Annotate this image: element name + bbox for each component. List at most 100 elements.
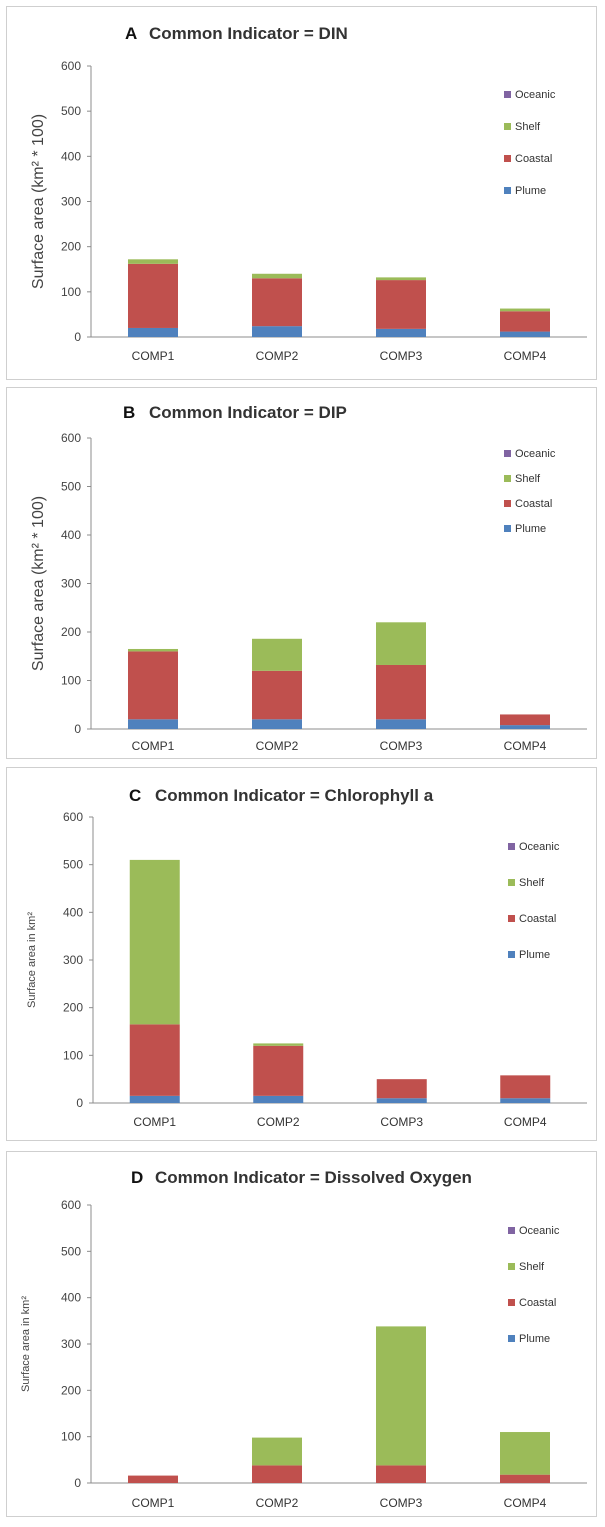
x-category-label: COMP1 [132, 739, 175, 753]
chart-d: D Common Indicator = Dissolved Oxygen 0 100… [20, 1168, 587, 1510]
chart-title: Common Indicator = DIN [149, 24, 348, 43]
y-tick-label: 500 [61, 104, 81, 118]
x-category-label: COMP1 [132, 1496, 175, 1510]
bar-segment-coastal [252, 670, 302, 720]
x-category-label: COMP2 [256, 349, 299, 363]
legend-swatch-shelf [508, 879, 515, 886]
legend-label: Shelf [515, 121, 541, 133]
legend-label: Coastal [515, 498, 552, 510]
legend-label: Oceanic [519, 1225, 560, 1237]
legend-label: Coastal [519, 1297, 556, 1309]
chart-panel-letter: C [129, 786, 141, 805]
x-category-label: COMP1 [132, 349, 175, 363]
chart-panel-letter: D [131, 1168, 143, 1187]
bar-segment-plume [128, 719, 178, 729]
legend-swatch-coastal [504, 155, 511, 162]
y-tick-label: 500 [61, 480, 81, 494]
x-category-label: COMP4 [504, 739, 547, 753]
legend-swatch-oceanic [508, 1227, 515, 1234]
x-category-label: COMP4 [504, 1115, 547, 1129]
legend-label: Shelf [519, 877, 545, 889]
chart-panel-letter: A [125, 24, 137, 43]
y-tick-label: 400 [61, 149, 81, 163]
bar-segment-plume [128, 327, 178, 337]
bar-segment-coastal [376, 1465, 426, 1483]
legend-swatch-shelf [508, 1263, 515, 1270]
x-category-label: COMP3 [380, 349, 423, 363]
y-axis-label: Surface area (km² * 100) [30, 114, 47, 289]
bar-segment-coastal [500, 1075, 551, 1099]
y-tick-label: 100 [61, 1430, 81, 1444]
x-category-label: COMP4 [504, 1496, 547, 1510]
y-tick-label: 600 [61, 1198, 81, 1212]
legend-label: Plume [515, 185, 546, 197]
x-category-label: COMP4 [504, 349, 547, 363]
legend-swatch-shelf [504, 475, 511, 482]
y-tick-label: 0 [76, 1096, 83, 1110]
bar-segment-shelf [252, 638, 302, 671]
bar-segment-plume [500, 331, 550, 337]
y-tick-label: 200 [61, 1383, 81, 1397]
y-tick-label: 600 [61, 59, 81, 73]
y-axis-label: Surface area in km² [20, 1296, 32, 1392]
legend-label: Shelf [519, 1261, 545, 1273]
bar-segment-coastal [128, 1475, 178, 1483]
bar-segment-plume [252, 719, 302, 729]
y-tick-label: 300 [61, 195, 81, 209]
y-tick-label: 300 [63, 953, 83, 967]
bar-segment-shelf [128, 259, 178, 264]
legend-swatch-oceanic [504, 91, 511, 98]
legend-label: Plume [515, 523, 546, 535]
bar-segment-coastal [129, 1024, 180, 1096]
legend-swatch-plume [504, 187, 511, 194]
legend-swatch-oceanic [508, 843, 515, 850]
bar-segment-shelf [129, 859, 180, 1025]
y-tick-label: 0 [74, 1476, 81, 1490]
chart-title: Common Indicator = Chlorophyll a [155, 786, 434, 805]
bar-segment-plume [376, 1098, 427, 1103]
bar-segment-plume [500, 1098, 551, 1103]
y-tick-label: 300 [61, 577, 81, 591]
x-category-label: COMP2 [256, 739, 299, 753]
bar-segment-plume [253, 1095, 304, 1103]
legend-swatch-plume [508, 951, 515, 958]
y-tick-label: 200 [61, 240, 81, 254]
x-category-label: COMP2 [256, 1496, 299, 1510]
chart-panel-d: D Common Indicator = Dissolved Oxygen 0 100… [6, 1151, 597, 1517]
bar-segment-coastal [252, 1465, 302, 1483]
y-tick-label: 600 [61, 431, 81, 445]
bar-segment-coastal [500, 714, 550, 726]
bar-segment-plume [376, 328, 426, 337]
legend-label: Oceanic [515, 89, 556, 101]
y-tick-label: 100 [63, 1048, 83, 1062]
y-tick-label: 400 [63, 905, 83, 919]
legend-label: Coastal [519, 913, 556, 925]
y-tick-label: 400 [61, 1291, 81, 1305]
y-tick-label: 500 [63, 858, 83, 872]
y-tick-label: 600 [63, 810, 83, 824]
legend-label: Oceanic [519, 841, 560, 853]
bar-segment-plume [376, 719, 426, 729]
bar-segment-shelf [252, 1437, 302, 1466]
legend-label: Oceanic [515, 448, 556, 460]
chart-panel-letter: B [123, 403, 135, 422]
y-tick-label: 400 [61, 528, 81, 542]
bar-segment-coastal [376, 1079, 427, 1099]
bar-segment-coastal [128, 263, 178, 328]
x-category-label: COMP2 [257, 1115, 300, 1129]
bar-segment-shelf [376, 277, 426, 281]
bar-segment-coastal [500, 1474, 550, 1483]
y-tick-label: 0 [74, 330, 81, 344]
y-tick-label: 200 [63, 1001, 83, 1015]
bar-segment-coastal [128, 651, 178, 720]
bar-segment-shelf [252, 273, 302, 279]
y-tick-label: 200 [61, 625, 81, 639]
legend-swatch-plume [504, 525, 511, 532]
bar-segment-shelf [500, 1432, 550, 1475]
bar-segment-coastal [376, 664, 426, 720]
legend-swatch-shelf [504, 123, 511, 130]
bar-segment-plume [252, 326, 302, 337]
y-tick-label: 500 [61, 1244, 81, 1258]
y-tick-label: 100 [61, 674, 81, 688]
chart-panel-c: C Common Indicator = Chlorophyll a 0 100 200… [6, 767, 597, 1141]
